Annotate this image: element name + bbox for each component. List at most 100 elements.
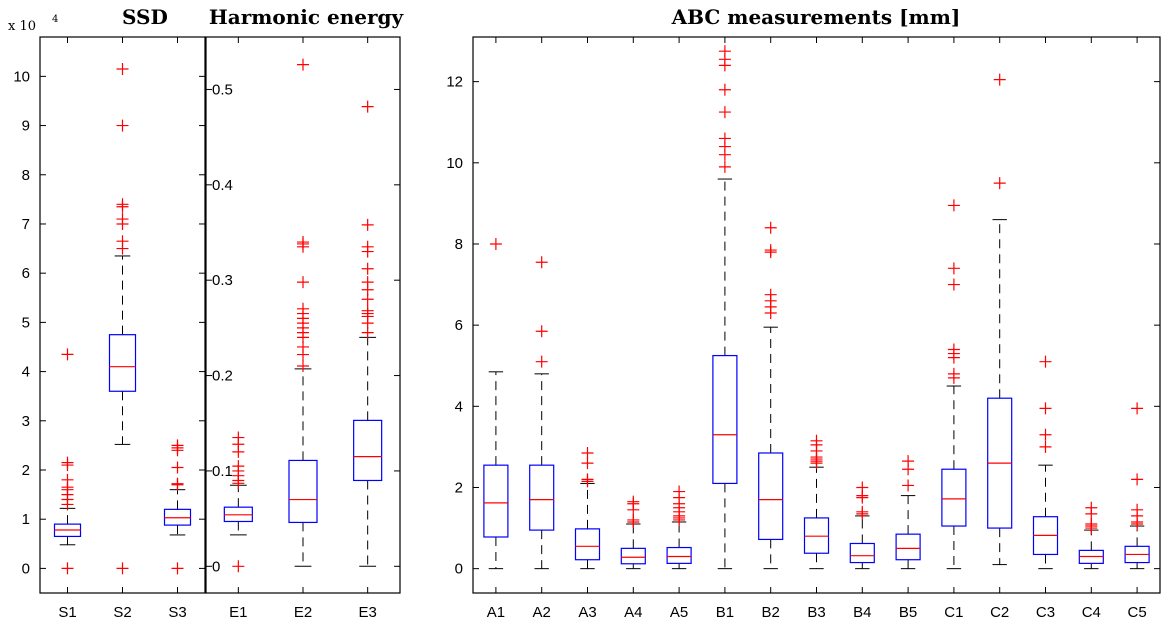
outlier-marker (947, 343, 960, 356)
outlier-marker (581, 446, 594, 459)
outlier-marker (1131, 503, 1144, 516)
outlier-marker (581, 457, 594, 470)
outlier-marker (902, 479, 915, 492)
outlier-marker (810, 434, 823, 447)
box-iqr (574, 528, 601, 561)
outlier-marker (171, 439, 184, 452)
outlier-marker (361, 240, 374, 253)
outlier-marker (1085, 518, 1098, 531)
box-iqr (529, 464, 555, 531)
outlier-marker (297, 58, 309, 71)
chart-title: Harmonic energy (209, 5, 405, 29)
outlier-marker (993, 73, 1006, 86)
outlier-marker (947, 278, 960, 291)
y-tick-label: 1 (22, 511, 30, 528)
x-tick-label: A2 (533, 604, 551, 621)
x-tick-label: C1 (944, 604, 963, 621)
outlier-marker (718, 132, 731, 145)
y-tick-label: 0 (22, 560, 30, 577)
outlier-marker (297, 236, 309, 249)
y-tick-label: 4 (455, 398, 463, 415)
x-tick-label: E2 (294, 604, 312, 621)
outlier-marker (61, 562, 74, 575)
x-tick-label: E1 (229, 604, 247, 621)
outlier-marker (116, 213, 129, 226)
x-tick-label: S1 (58, 604, 76, 621)
y-tick-label: 5 (22, 314, 30, 331)
box-iqr (666, 546, 692, 564)
y-tick-label: 0 (455, 561, 463, 578)
outlier-marker (1039, 428, 1052, 441)
outlier-marker (902, 455, 915, 468)
y-tick-label: 4 (22, 364, 30, 381)
box-iqr (108, 334, 137, 392)
y-tick-label: 8 (22, 167, 30, 184)
outlier-marker (489, 237, 502, 250)
x-tick-label: C3 (1036, 604, 1055, 621)
y-tick-label: 10 (13, 68, 30, 85)
y-tick-label: 0.2 (212, 368, 233, 385)
outlier-marker (764, 244, 777, 257)
outlier-marker (171, 562, 184, 575)
y-tick-label: 0.4 (212, 177, 233, 194)
outlier-marker (856, 481, 869, 494)
outlier-marker (116, 562, 129, 575)
chart-title: ABC measurements [mm] (671, 5, 961, 29)
y-tick-label: 7 (22, 216, 30, 233)
x-tick-label: B2 (762, 604, 780, 621)
outlier-marker (947, 262, 960, 275)
x-tick-label: S2 (113, 604, 131, 621)
x-tick-label: A1 (487, 604, 505, 621)
panel-ssd: 0 1 2 3 4 5 6 7 8 9 10 S1 S2 S3 SSD x 10 4 (8, 5, 206, 621)
y-tick-label: 12 (446, 74, 463, 91)
y-tick-label: 6 (22, 265, 30, 282)
outlier-marker (116, 119, 129, 132)
outlier-marker (718, 45, 731, 58)
x-tick-label: A4 (624, 604, 642, 621)
outlier-marker (361, 262, 374, 275)
outlier-marker (61, 348, 74, 361)
y-tick-label: 9 (22, 118, 30, 135)
panel-harmonic-energy: 0 0.1 0.2 0.3 0.4 0.5 E1 E2 E3 Harmonic energy (205, 5, 405, 621)
outlier-marker (297, 302, 309, 315)
outlier-marker (232, 431, 245, 444)
panel-abc-measurements: 0 2 4 6 8 10 12 A1 A2 A3 A4 A5 B1 B2 B3 B4 B5 C1 C2 C3 C4 C5 A… (446, 5, 1161, 621)
y-tick-label: 10 (446, 155, 463, 172)
outlier-marker (361, 304, 374, 317)
outlier-marker (1039, 355, 1052, 368)
outlier-marker (116, 62, 129, 75)
outlier-marker (297, 276, 309, 289)
outlier-marker (171, 477, 184, 490)
outlier-marker (1085, 501, 1098, 514)
outlier-marker (61, 473, 74, 486)
x-tick-label: B5 (899, 604, 917, 621)
y-tick-label: 2 (455, 479, 463, 496)
outlier-marker (993, 177, 1006, 190)
y-tick-label: 0 (212, 558, 220, 575)
box-iqr (758, 452, 784, 541)
outlier-marker (764, 288, 777, 301)
outlier-marker (232, 560, 245, 573)
x-tick-label: B3 (807, 604, 825, 621)
outlier-marker (116, 198, 129, 211)
outlier-marker (297, 360, 309, 373)
outlier-marker (947, 199, 960, 212)
outlier-marker (535, 256, 548, 269)
y-tick-label: 0.1 (212, 463, 233, 480)
y-tick-label: 0.3 (212, 272, 233, 289)
outlier-marker (947, 367, 960, 380)
x-tick-label: B4 (853, 604, 871, 621)
x-tick-label: E3 (358, 604, 376, 621)
outlier-marker (581, 473, 594, 486)
box-iqr (941, 468, 967, 527)
outlier-marker (61, 456, 74, 469)
y-tick-label: 0.5 (212, 81, 233, 98)
outlier-marker (232, 460, 245, 473)
box-iqr (483, 464, 509, 538)
x-tick-label: A3 (578, 604, 596, 621)
outlier-marker (1039, 402, 1052, 415)
x-tick-label: B1 (716, 604, 734, 621)
box-iqr (803, 517, 830, 554)
outlier-marker (535, 355, 548, 368)
outlier-marker (718, 160, 731, 173)
